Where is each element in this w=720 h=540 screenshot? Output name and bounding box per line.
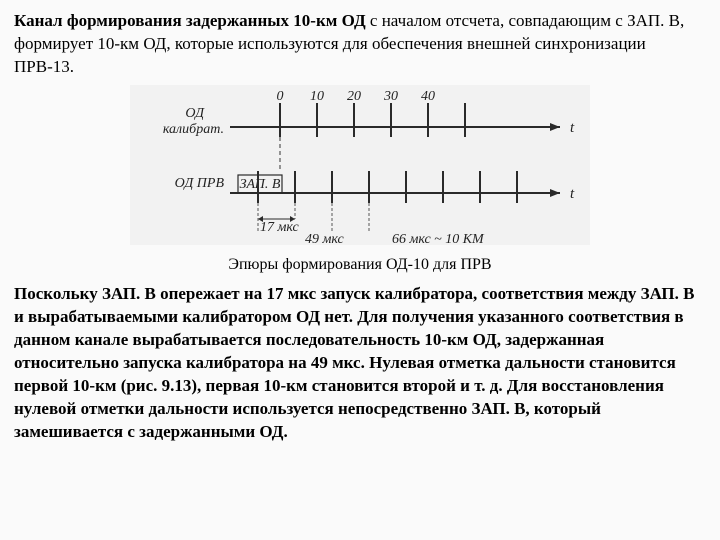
svg-text:ЗАП. В: ЗАП. В	[240, 177, 281, 192]
body-paragraph: Поскольку ЗАП. В опережает на 17 мкс зап…	[14, 283, 706, 444]
svg-text:17 мкс: 17 мкс	[260, 220, 299, 235]
svg-text:30: 30	[383, 89, 398, 104]
intro-heading: Канал формирования задержанных 10-км ОД	[14, 11, 366, 30]
svg-text:66 мкс ~ 10 КМ: 66 мкс ~ 10 КМ	[392, 232, 485, 245]
intro-paragraph: Канал формирования задержанных 10-км ОД …	[14, 10, 706, 79]
svg-text:ОД: ОД	[185, 106, 205, 121]
svg-text:40: 40	[421, 89, 435, 104]
svg-text:20: 20	[347, 89, 361, 104]
timing-diagram: ОДкалибрат.t010203040ОД ПРВtЗАП. В17 мкс…	[14, 85, 706, 252]
svg-text:0: 0	[277, 89, 284, 104]
svg-text:49 мкс: 49 мкс	[305, 232, 344, 245]
svg-text:калибрат.: калибрат.	[163, 122, 224, 137]
svg-text:10: 10	[310, 89, 324, 104]
svg-text:ОД ПРВ: ОД ПРВ	[175, 176, 225, 191]
diagram-caption: Эпюры формирования ОД-10 для ПРВ	[14, 254, 706, 276]
